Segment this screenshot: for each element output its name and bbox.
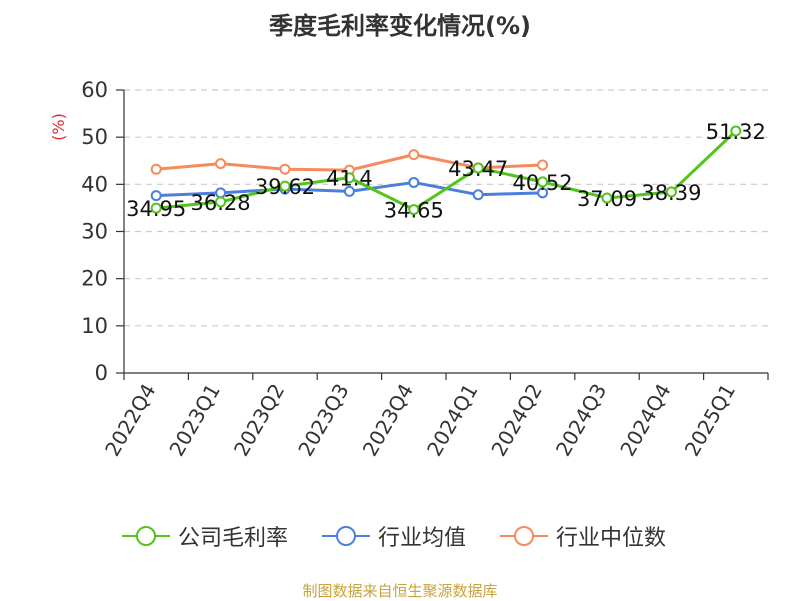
x-tick-label: 2022Q4 (100, 380, 160, 461)
source-note: 制图数据来自恒生聚源数据库 (302, 582, 498, 600)
chart-title: 季度毛利率变化情况(%) (269, 12, 531, 40)
legend-swatch-industry-median (500, 524, 548, 548)
data-label: 41.4 (326, 167, 373, 191)
x-tick-label: 2023Q1 (164, 380, 224, 461)
y-tick-label: 0 (95, 361, 108, 385)
data-point-1 (343, 185, 355, 197)
data-point-0 (279, 180, 291, 192)
legend-item-industry-mean[interactable]: 行业均值 (322, 522, 467, 551)
x-tick-label: 2024Q3 (551, 380, 611, 461)
legend-item-company[interactable]: 公司毛利率 (122, 522, 289, 551)
data-point-0 (472, 162, 484, 174)
x-tick-label: 2023Q4 (358, 380, 418, 461)
data-label: 40.52 (513, 171, 573, 195)
y-tick-label: 20 (81, 267, 108, 291)
data-label: 51.32 (706, 120, 766, 144)
data-point-2 (279, 163, 291, 175)
series-lines (150, 125, 742, 216)
data-label: 43.47 (448, 157, 508, 181)
data-point-2 (150, 163, 162, 175)
legend-label-company: 公司毛利率 (178, 526, 289, 551)
y-axis-label: (%) (49, 113, 68, 141)
data-label: 38.39 (641, 181, 701, 205)
y-tick-label: 50 (81, 125, 108, 149)
legend-swatch-company (122, 524, 170, 548)
data-point-2 (537, 159, 549, 171)
data-point-0 (665, 186, 677, 198)
data-point-0 (537, 176, 549, 188)
x-tick-label: 2024Q1 (422, 380, 482, 461)
grid-lines (124, 89, 768, 327)
series-line-0 (156, 129, 737, 212)
data-point-1 (537, 187, 549, 199)
x-tick-label: 2023Q2 (229, 380, 289, 461)
legend-label-industry-median: 行业中位数 (556, 526, 667, 551)
legend-label-industry-mean: 行业均值 (378, 526, 467, 551)
data-point-1 (150, 190, 162, 202)
x-tick-label: 2023Q3 (293, 380, 353, 461)
data-point-0 (343, 172, 355, 184)
data-point-0 (150, 202, 162, 214)
data-point-2 (215, 158, 227, 170)
data-label: 34.65 (384, 199, 444, 223)
legend-item-industry-median[interactable]: 行业中位数 (500, 522, 667, 551)
data-point-1 (472, 189, 484, 201)
data-point-2 (408, 149, 420, 161)
x-tick-label: 2024Q2 (486, 380, 546, 461)
data-point-0 (215, 196, 227, 208)
x-tick-label: 2024Q4 (615, 380, 675, 461)
y-tick-label: 30 (81, 220, 108, 244)
y-tick-label: 10 (81, 314, 108, 338)
data-point-1 (408, 176, 420, 188)
data-label: 36.28 (191, 191, 251, 215)
data-point-0 (408, 204, 420, 216)
legend-swatch-industry-mean (322, 524, 370, 548)
y-tick-label: 60 (81, 78, 108, 102)
data-label: 39.62 (255, 175, 315, 199)
data-point-0 (601, 192, 613, 204)
x-tick-label: 2025Q1 (680, 380, 740, 461)
data-label: 34.95 (126, 197, 186, 221)
data-label: 37.09 (577, 187, 637, 211)
y-tick-label: 40 (81, 172, 108, 196)
data-point-0 (730, 125, 742, 137)
